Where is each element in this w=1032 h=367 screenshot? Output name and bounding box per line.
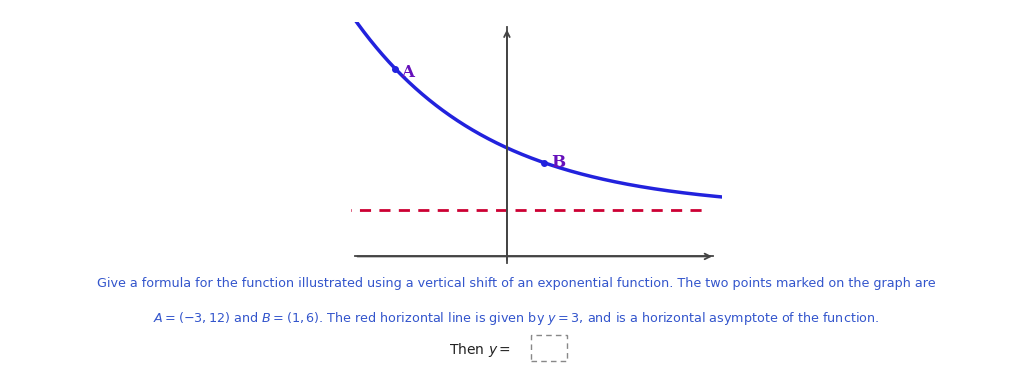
- Text: Give a formula for the function illustrated using a vertical shift of an exponen: Give a formula for the function illustra…: [97, 277, 935, 290]
- Text: $A = (-3, 12)$ and $B = (1, 6)$. The red horizontal line is given by $y = 3$, an: $A = (-3, 12)$ and $B = (1, 6)$. The red…: [153, 310, 879, 327]
- Text: A: A: [401, 64, 414, 81]
- Text: Then $y =$: Then $y =$: [449, 341, 511, 360]
- Text: B: B: [551, 155, 565, 171]
- FancyBboxPatch shape: [531, 335, 567, 361]
